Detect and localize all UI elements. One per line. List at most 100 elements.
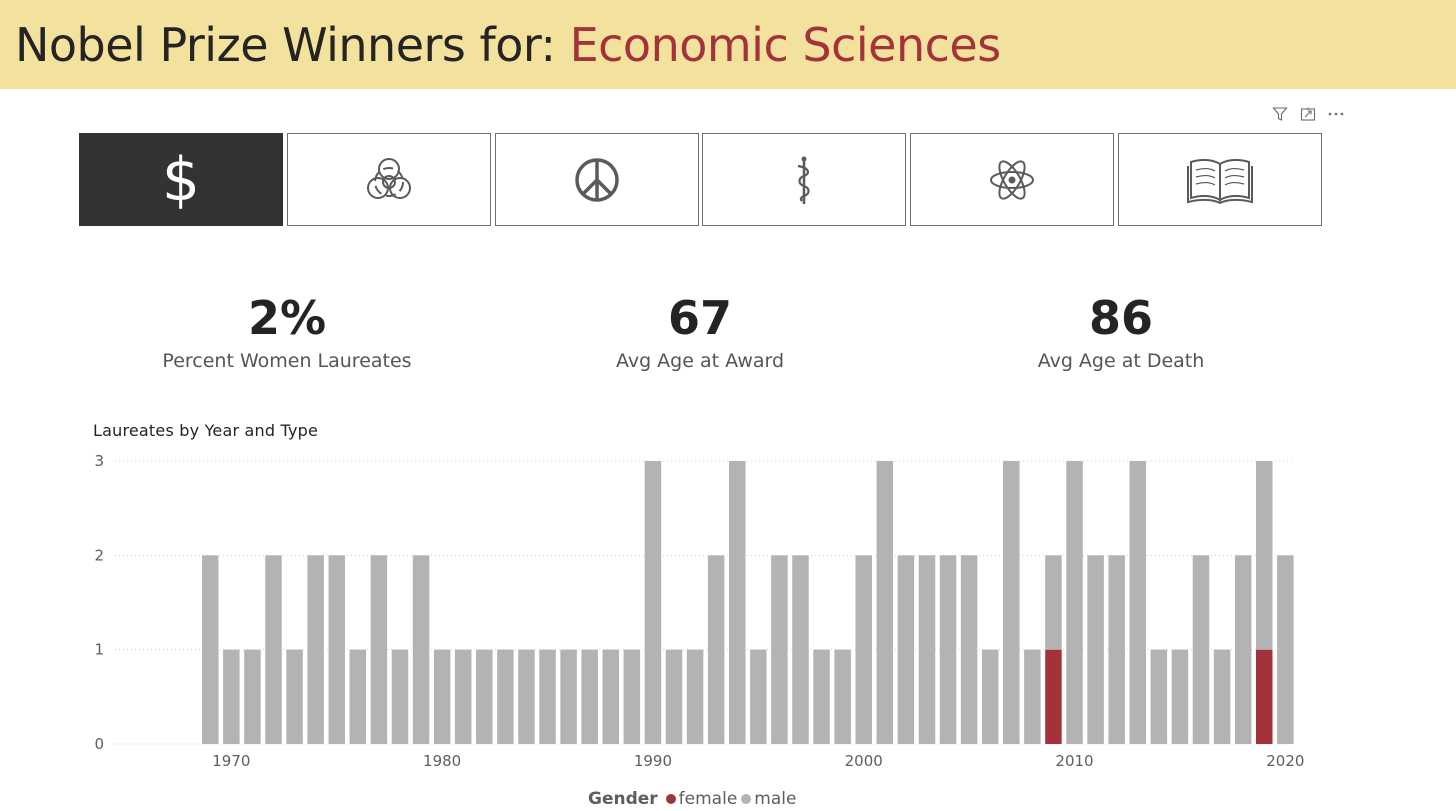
bar-male-2010 bbox=[1066, 461, 1083, 744]
bar-male-1991 bbox=[665, 649, 683, 744]
bar-male-1980 bbox=[433, 649, 451, 744]
legend-marker-female bbox=[665, 794, 676, 804]
bar-male-2007 bbox=[1003, 461, 1020, 744]
caduceus-icon bbox=[797, 156, 810, 204]
page-title: Nobel Prize Winners for: Economic Scienc… bbox=[15, 22, 1001, 68]
bar-male-1979 bbox=[412, 555, 430, 744]
visual-header-tools bbox=[1270, 104, 1350, 124]
bar-male-1993 bbox=[707, 555, 725, 744]
bar-male-1987 bbox=[581, 649, 598, 744]
bar-male-1977 bbox=[370, 555, 388, 744]
bar-male-1998 bbox=[813, 649, 830, 744]
peace-icon bbox=[575, 157, 619, 202]
kpi-label: Avg Age at Award bbox=[615, 350, 785, 372]
legend-item-male[interactable]: male bbox=[741, 789, 796, 809]
bar-male-1985 bbox=[539, 649, 556, 744]
biohazard-icon bbox=[367, 157, 411, 199]
page-title-prefix: Nobel Prize Winners for: bbox=[15, 17, 570, 72]
x-tick-label: 2020 bbox=[1266, 752, 1304, 770]
bar-male-2020 bbox=[1277, 555, 1294, 744]
bar-male-1989 bbox=[623, 649, 641, 744]
bar-male-1970 bbox=[223, 649, 240, 744]
bar-male-1986 bbox=[560, 649, 577, 744]
bar-male-2003 bbox=[918, 555, 936, 744]
bar-male-1975 bbox=[328, 555, 345, 744]
bar-male-1972 bbox=[265, 555, 282, 744]
atom-icon bbox=[990, 159, 1034, 200]
bar-male-1974 bbox=[307, 555, 324, 744]
bar-male-2004 bbox=[939, 555, 957, 744]
bar-male-1976 bbox=[349, 649, 367, 744]
bar-male-2014 bbox=[1150, 649, 1168, 744]
bar-male-2011 bbox=[1087, 555, 1104, 744]
legend-label-male: male bbox=[754, 789, 797, 809]
more-options-icon[interactable] bbox=[1326, 104, 1346, 124]
bar-male-2001 bbox=[876, 461, 894, 744]
focus-mode-icon[interactable] bbox=[1298, 104, 1318, 124]
bar-male-2002 bbox=[897, 555, 915, 744]
kpi-label: Percent Women Laureates bbox=[162, 350, 412, 372]
bar-female-2019 bbox=[1256, 649, 1273, 744]
legend-label-female: female bbox=[678, 789, 738, 809]
chart-title: Laureates by Year and Type bbox=[93, 421, 319, 440]
book-icon bbox=[1187, 158, 1253, 204]
svg-text:$: $ bbox=[162, 145, 200, 215]
bar-male-2012 bbox=[1108, 555, 1125, 744]
bar-male-1983 bbox=[497, 649, 514, 744]
kpi-avg-age-award: 67 Avg Age at Award bbox=[550, 290, 850, 372]
bar-male-1992 bbox=[686, 649, 704, 744]
bar-male-1971 bbox=[244, 649, 261, 744]
x-tick-label: 2010 bbox=[1055, 752, 1093, 770]
x-tick-label: 2000 bbox=[845, 752, 883, 770]
category-button-medicine[interactable] bbox=[702, 133, 906, 226]
bar-male-1973 bbox=[286, 649, 303, 744]
dollar-icon: $ bbox=[162, 145, 200, 215]
bar-male-2006 bbox=[981, 649, 999, 744]
bar-female-2009 bbox=[1045, 649, 1062, 744]
filter-icon[interactable] bbox=[1270, 104, 1290, 124]
kpi-value: 86 bbox=[1088, 291, 1153, 345]
category-button-chemistry[interactable] bbox=[287, 133, 491, 226]
bar-male-1994 bbox=[729, 461, 746, 744]
x-tick-label: 1990 bbox=[634, 752, 672, 770]
bar-male-2005 bbox=[960, 555, 978, 744]
bar-male-1984 bbox=[518, 649, 535, 744]
category-button-literature[interactable] bbox=[1118, 133, 1322, 226]
y-tick-label: 3 bbox=[94, 452, 104, 470]
bar-male-1997 bbox=[792, 555, 809, 744]
bar-male-2009 bbox=[1045, 555, 1062, 650]
selected-category-title: Economic Sciences bbox=[569, 17, 1002, 72]
legend-item-female[interactable]: female bbox=[665, 789, 738, 809]
kpi-value: 2% bbox=[247, 291, 327, 345]
report-header: Nobel Prize Winners for: Economic Scienc… bbox=[0, 0, 1456, 89]
bar-male-2015 bbox=[1171, 649, 1189, 744]
bar-male-1995 bbox=[750, 649, 767, 744]
kpi-percent-women: 2% Percent Women Laureates bbox=[137, 290, 437, 372]
bar-male-2018 bbox=[1234, 555, 1252, 744]
category-button-economics[interactable]: $ bbox=[79, 133, 283, 226]
y-tick-label: 0 bbox=[94, 735, 104, 753]
category-slicer: $ bbox=[79, 133, 1324, 229]
bar-male-2008 bbox=[1024, 649, 1041, 744]
chart-legend: Gender female male bbox=[588, 788, 800, 810]
bar-male-2000 bbox=[855, 555, 872, 744]
category-button-peace[interactable] bbox=[495, 133, 699, 226]
y-tick-label: 2 bbox=[94, 546, 104, 564]
x-tick-label: 1970 bbox=[212, 752, 250, 770]
bar-male-1982 bbox=[476, 649, 493, 744]
bar-male-2017 bbox=[1213, 649, 1231, 744]
bar-male-1981 bbox=[454, 649, 472, 744]
x-tick-label: 1980 bbox=[423, 752, 461, 770]
bar-male-1999 bbox=[834, 649, 851, 744]
kpi-label: Avg Age at Death bbox=[1037, 350, 1205, 372]
bar-male-2019 bbox=[1256, 461, 1273, 650]
bar-male-1988 bbox=[602, 649, 620, 744]
bar-male-2016 bbox=[1192, 555, 1210, 744]
category-button-physics[interactable] bbox=[910, 133, 1114, 226]
legend-title: Gender bbox=[588, 789, 658, 809]
bar-male-1969 bbox=[202, 555, 219, 744]
legend-marker-male bbox=[741, 794, 752, 804]
kpi-avg-age-death: 86 Avg Age at Death bbox=[971, 290, 1271, 372]
bar-male-2013 bbox=[1129, 461, 1147, 744]
